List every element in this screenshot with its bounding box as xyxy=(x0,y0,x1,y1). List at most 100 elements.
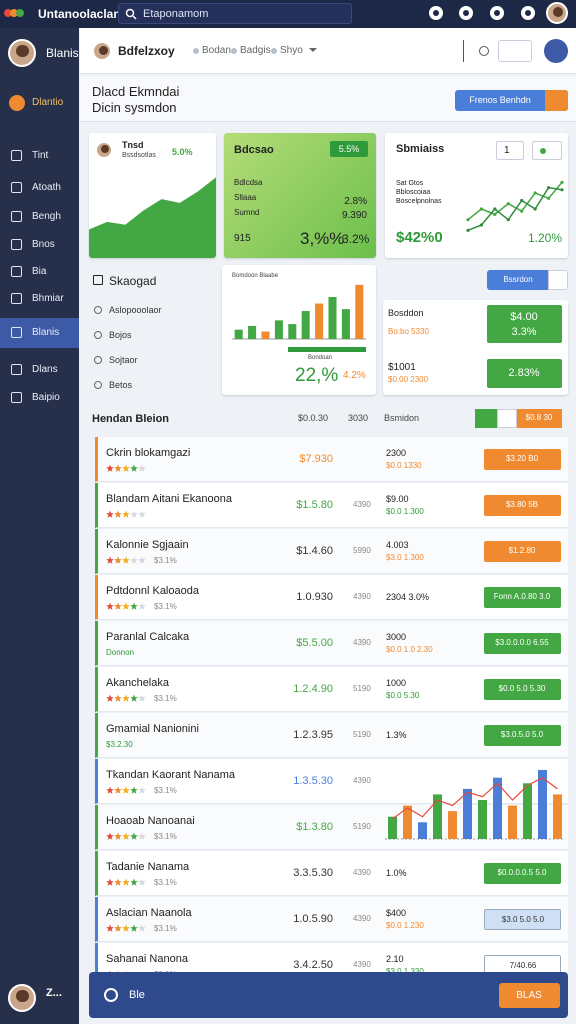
search-icon xyxy=(132,15,137,20)
header-tab[interactable]: Badgis xyxy=(240,45,271,56)
select-box[interactable]: 1 xyxy=(496,141,524,160)
table-row[interactable]: Ckrin blokamgazi $7.930 2300 $0.0 1330 $3.20… xyxy=(95,437,568,482)
header-button[interactable] xyxy=(497,409,517,428)
row-qty: 4390 xyxy=(353,776,371,785)
page-subtitle: Dicin sysmdon xyxy=(92,100,177,115)
nav-item[interactable]: Bhmiar xyxy=(0,284,79,314)
top-icon[interactable] xyxy=(521,6,535,20)
chart-small: 4.2% xyxy=(343,370,366,381)
footer-icon[interactable] xyxy=(104,988,118,1002)
card-badge: 5.5% xyxy=(330,141,368,157)
panel-item[interactable]: Bojos xyxy=(109,330,132,340)
row-button[interactable]: $1.2.80 xyxy=(484,541,561,562)
table-row[interactable]: Paranlal Calcaka Donnon $5.5.00 4390 3000 $0.… xyxy=(95,621,568,666)
bar xyxy=(388,816,397,839)
panel-icon xyxy=(93,275,103,285)
star xyxy=(138,832,146,840)
panel-title: Skaogad xyxy=(109,274,157,288)
bar xyxy=(463,788,472,839)
nav-item[interactable]: Bengh xyxy=(0,202,79,232)
header-icon[interactable] xyxy=(479,46,489,56)
star xyxy=(130,464,138,472)
header-tab[interactable]: Shyo xyxy=(280,45,303,56)
nav-item[interactable]: Baipio xyxy=(0,383,79,413)
row-button[interactable]: Fonn A.0.80 3.0 xyxy=(484,587,561,608)
row-button[interactable]: $3.80 5B xyxy=(484,495,561,516)
progress-bar xyxy=(288,347,366,352)
row-button[interactable]: $0.0 5.0 5.30 xyxy=(484,679,561,700)
button-label: $0.0 5.0 5.30 xyxy=(498,684,546,693)
row-button[interactable]: $3.20 B0 xyxy=(484,449,561,470)
nav-item[interactable]: Tint xyxy=(0,141,79,171)
avatar-face xyxy=(16,44,29,58)
primary-button[interactable]: Frenos Benhdn xyxy=(455,90,568,111)
line-point xyxy=(533,191,537,195)
row-sub: $3.1% xyxy=(154,602,177,611)
table-row[interactable]: Tkandan Kaorant Nanama $3.1% 1.3.5.30 4390 xyxy=(95,759,568,804)
top-icon[interactable] xyxy=(490,6,504,20)
panel-item[interactable]: Sojtaor xyxy=(109,355,138,365)
bar xyxy=(301,311,310,339)
nav-item[interactable]: Atoath xyxy=(0,173,79,203)
row-qty: 5190 xyxy=(353,822,371,831)
nav-icon xyxy=(9,95,25,111)
footer-button[interactable]: BLAS xyxy=(499,983,560,1008)
nav-item[interactable]: Bnos xyxy=(0,230,79,260)
table-row[interactable]: Aslacian Naanola $3.1% 1.0.5.90 4390 $400 $0.… xyxy=(95,897,568,942)
box-text: 3.3% xyxy=(511,326,537,338)
summary-sub: $0.00 2300 xyxy=(388,375,429,384)
header-icon[interactable] xyxy=(498,40,532,62)
nav-item[interactable]: Blanis xyxy=(0,318,79,348)
nav-icon xyxy=(11,327,22,338)
footer-bar: Ble BLAS xyxy=(89,972,568,1018)
table-row[interactable]: Blandam Aitani Ekanoona $1.5.80 4390 $9.00 $… xyxy=(95,483,568,528)
nav-item[interactable]: Dlans xyxy=(0,355,79,385)
badge-text: 5.5% xyxy=(338,144,360,154)
star xyxy=(130,510,138,518)
icon-button[interactable] xyxy=(532,141,562,160)
row-value: 2300 xyxy=(386,448,407,458)
card-figure: 2.8% xyxy=(344,196,367,207)
bar xyxy=(508,805,517,839)
table-row[interactable]: Pdtdonnl Kaloaoda $3.1% 1.0.930 4390 2304 3.… xyxy=(95,575,568,620)
row-button[interactable]: $3.0.5.0 5.0 xyxy=(484,725,561,746)
header-tab[interactable]: Bodan xyxy=(202,45,231,56)
nav-item[interactable]: Dlantio xyxy=(0,88,79,118)
table-row[interactable]: Hoaoab Nanoanai $3.1% $1.3.80 5190 xyxy=(95,805,568,850)
header-button[interactable] xyxy=(475,409,497,428)
row-button[interactable]: $0.0.0.0.5 5.0 xyxy=(484,863,561,884)
logo-dot xyxy=(16,9,24,17)
button-label: BLAS xyxy=(516,990,542,1001)
header-action[interactable] xyxy=(544,39,568,63)
bar xyxy=(403,805,412,839)
top-icon-dot xyxy=(494,10,500,16)
panel-item-icon xyxy=(94,381,102,389)
table-row[interactable]: Kalonnie Sgjaain $3.1% $1.4.60 5990 4.003 $3.… xyxy=(95,529,568,574)
top-icon[interactable] xyxy=(429,6,443,20)
row-value-sub: $0.0 5.30 xyxy=(386,691,420,700)
tab-caret xyxy=(309,48,317,52)
tab-caret xyxy=(309,48,317,52)
row-value-sub: $0.0 1.230 xyxy=(386,921,424,930)
table-header: Hendan Bleion $0.0.30 3030 Bsmidon $0.8 30 xyxy=(89,405,568,433)
rating xyxy=(106,510,146,518)
row-price: $1.3.80 xyxy=(296,821,333,833)
nav-item[interactable]: Bia xyxy=(0,257,79,287)
line-point xyxy=(493,207,497,211)
star xyxy=(114,832,122,840)
table-row[interactable]: Akanchelaka $3.1% 1.2.4.90 5190 1000 $0.0 5.3… xyxy=(95,667,568,712)
row-price: $1.5.80 xyxy=(296,499,333,511)
star xyxy=(122,832,130,840)
panel-item[interactable]: Aslopooolaor xyxy=(109,305,162,315)
top-icon[interactable] xyxy=(459,6,473,20)
table-row[interactable]: Tadanie Nanama $3.1% 3.3.5.30 4390 1.0% $0.0.… xyxy=(95,851,568,896)
filter-button[interactable]: Bssrdon xyxy=(487,270,568,290)
panel-item[interactable]: Betos xyxy=(109,380,133,390)
row-button[interactable]: $3.0 5.0 5.0 xyxy=(484,909,561,930)
search-box[interactable]: Etaponamom xyxy=(118,3,352,24)
table-row[interactable]: Gmamial Nanionini $3.2.30 1.2.3.95 5190 1.3%… xyxy=(95,713,568,758)
avatar xyxy=(95,141,113,159)
row-name: Pdtdonnl Kaloaoda xyxy=(106,585,199,597)
row-button[interactable]: $3.0.0.0.0 6.55 xyxy=(484,633,561,654)
header-button[interactable]: $0.8 30 xyxy=(517,409,562,428)
